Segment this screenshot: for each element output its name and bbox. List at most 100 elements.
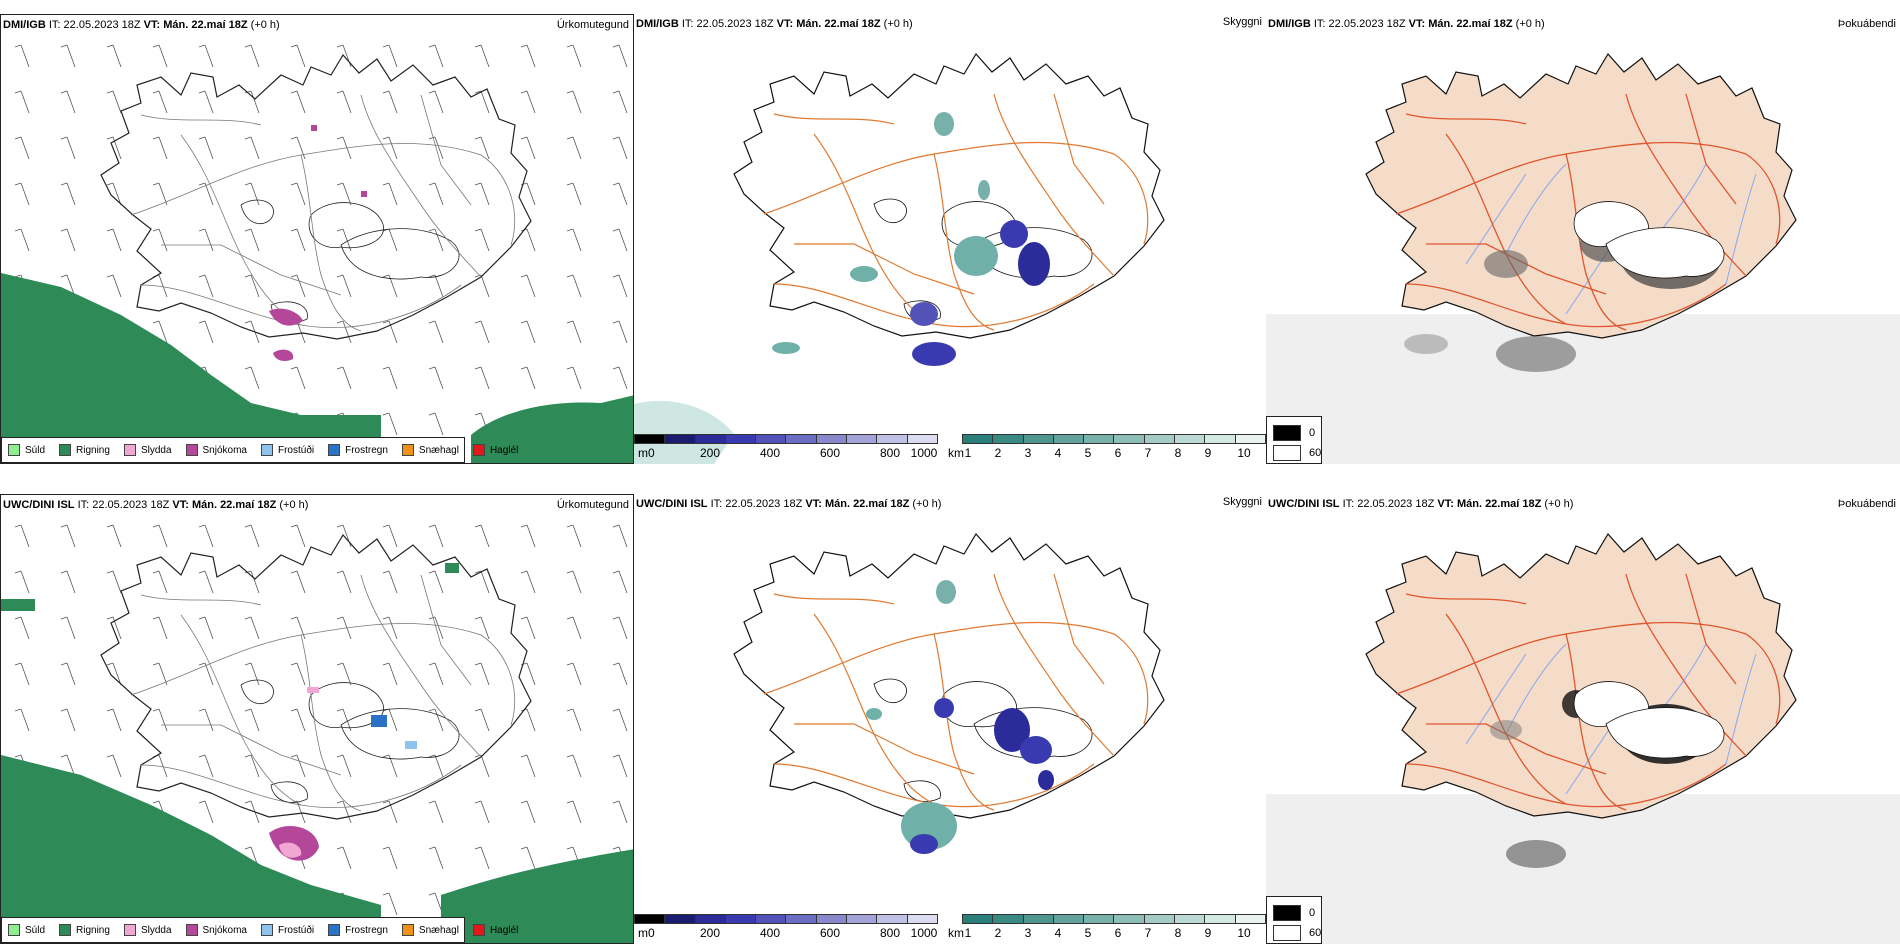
wind-barb xyxy=(244,320,260,344)
precip-map xyxy=(1,44,633,463)
wind-barb xyxy=(152,182,168,206)
wind-barb xyxy=(566,800,582,824)
legend-item: Snjókoma xyxy=(185,444,247,456)
legend-item: Frostregn xyxy=(328,924,388,936)
legend-item: Frostregn xyxy=(328,444,388,456)
wind-barb xyxy=(244,524,260,548)
wind-barb xyxy=(198,136,214,160)
wind-barb xyxy=(382,412,398,436)
legend-item: Slydda xyxy=(123,444,172,456)
wind-barb xyxy=(566,754,582,778)
panel-type-label: Skyggni xyxy=(1222,16,1262,28)
wind-barb xyxy=(336,570,352,594)
wind-barb xyxy=(106,44,122,68)
scale-swatch xyxy=(1144,915,1176,923)
wind-barb xyxy=(428,616,444,640)
visibility-scale-km: km 1 2 3 4 5 6 7 8 9 10 xyxy=(948,914,1266,940)
wind-barb xyxy=(474,90,490,114)
wind-barb xyxy=(520,708,536,732)
wind-barb xyxy=(520,366,536,390)
scale-swatch xyxy=(816,435,848,443)
wind-barb xyxy=(428,892,444,916)
wind-barb xyxy=(106,570,122,594)
wind-barb xyxy=(198,616,214,640)
scale-swatch xyxy=(1175,915,1206,923)
visibility-scale-m: m 0 200 400 600 800 1000 xyxy=(634,914,938,940)
wind-barb xyxy=(566,616,582,640)
wind-barb xyxy=(244,800,260,824)
wind-barb xyxy=(520,228,536,252)
wind-barb xyxy=(14,570,30,594)
panel-type-label: Skyggni xyxy=(1222,496,1262,508)
wind-barb xyxy=(60,44,76,68)
wind-barb xyxy=(382,182,398,206)
wind-barbs xyxy=(14,44,628,436)
wind-barb xyxy=(428,320,444,344)
wind-barb xyxy=(60,524,76,548)
wind-barb xyxy=(290,662,306,686)
wind-barb xyxy=(520,90,536,114)
scale-swatch xyxy=(1114,915,1145,923)
precip-legend: Súld Rigning Slydda Snjókoma Frostúði Fr… xyxy=(1,437,518,463)
wind-barb xyxy=(566,44,582,68)
wind-barb xyxy=(60,90,76,114)
wind-barb xyxy=(612,570,628,594)
wind-barb xyxy=(474,44,490,68)
wind-barb xyxy=(382,800,398,824)
wind-barb xyxy=(566,90,582,114)
wind-barb xyxy=(152,708,168,732)
wind-barb xyxy=(290,524,306,548)
scale-swatch xyxy=(725,915,757,923)
scale-swatch xyxy=(1144,435,1176,443)
wind-barb xyxy=(336,228,352,252)
wind-barb xyxy=(106,754,122,778)
wind-barb xyxy=(428,136,444,160)
wind-barb xyxy=(612,182,628,206)
wind-barb xyxy=(290,570,306,594)
scale-swatch xyxy=(695,915,726,923)
wind-barb xyxy=(612,320,628,344)
wind-barb xyxy=(428,708,444,732)
wind-barb xyxy=(198,800,214,824)
scale-swatch xyxy=(635,915,666,923)
fog-panel-dmi: DMI/IGB IT: 22.05.2023 18Z VT: Mán. 22.m… xyxy=(1266,14,1900,464)
wind-barb xyxy=(244,228,260,252)
wind-barb xyxy=(428,274,444,298)
scale-swatch xyxy=(1235,915,1265,923)
wind-barb xyxy=(612,366,628,390)
wind-barb xyxy=(152,44,168,68)
wind-barb xyxy=(382,44,398,68)
wind-barb xyxy=(152,90,168,114)
wind-barb xyxy=(60,708,76,732)
wind-barb xyxy=(612,662,628,686)
wind-barb xyxy=(520,616,536,640)
fog-panel-uwc: UWC/DINI ISL IT: 22.05.2023 18Z VT: Mán.… xyxy=(1266,494,1900,944)
visibility-panel-uwc: UWC/DINI ISL IT: 22.05.2023 18Z VT: Mán.… xyxy=(634,494,1266,944)
legend-item: Frostúði xyxy=(260,924,314,936)
wind-barb xyxy=(566,228,582,252)
wind-barb xyxy=(244,44,260,68)
scale-swatch xyxy=(1053,915,1085,923)
scale-swatch xyxy=(1235,435,1265,443)
wind-barb xyxy=(428,846,444,870)
wind-barb xyxy=(290,228,306,252)
wind-barb xyxy=(152,524,168,548)
legend-item: Rigning xyxy=(59,924,110,936)
wind-barb xyxy=(336,708,352,732)
wind-barb xyxy=(60,136,76,160)
scale-swatch xyxy=(635,435,666,443)
wind-barb xyxy=(382,892,398,916)
wind-barb xyxy=(152,136,168,160)
wind-barb xyxy=(382,228,398,252)
wind-barb xyxy=(428,524,444,548)
wind-barb xyxy=(520,44,536,68)
wind-barb xyxy=(244,182,260,206)
wind-barb xyxy=(382,320,398,344)
panel-header: UWC/DINI ISL IT: 22.05.2023 18Z VT: Mán.… xyxy=(636,498,942,510)
panel-type-label: Úrkomutegund xyxy=(556,19,629,31)
scale-swatch xyxy=(907,435,937,443)
wind-barb xyxy=(244,754,260,778)
scale-swatch xyxy=(695,435,726,443)
wind-barb xyxy=(198,662,214,686)
wind-barb xyxy=(14,44,30,68)
